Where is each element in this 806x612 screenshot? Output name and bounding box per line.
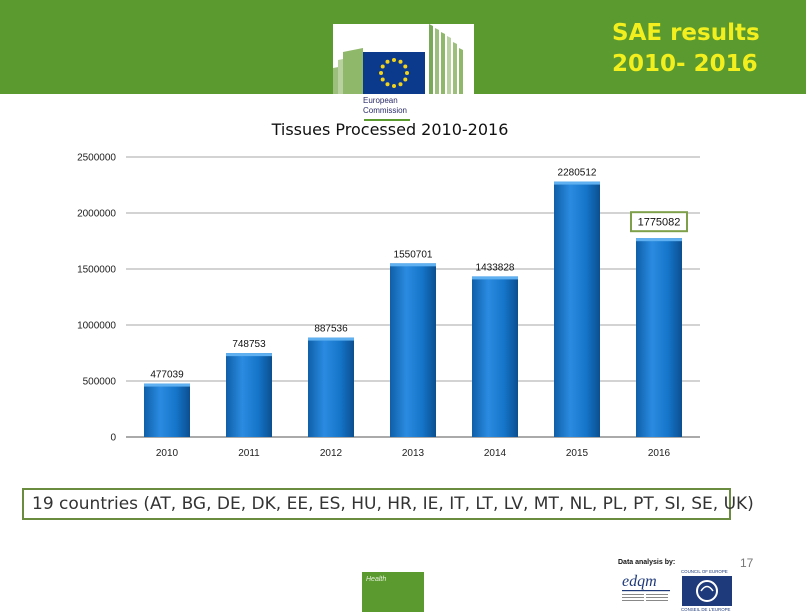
value-label: 1433828 (476, 262, 515, 273)
x-tick-label: 2015 (566, 448, 589, 459)
logo-text-line1: European (363, 96, 398, 105)
value-label: 1550701 (394, 249, 433, 260)
page-number: 17 (740, 556, 754, 570)
bar-2016 (636, 238, 682, 437)
value-labels: 477039 748753 887536 1550701 1433828 2280512 1… (150, 168, 688, 381)
value-label: 748753 (232, 339, 266, 350)
bar-top-highlight (226, 353, 272, 357)
y-tick-label: 0 (110, 433, 116, 444)
data-analysis-label: Data analysis by: (618, 559, 676, 566)
y-tick-labels: 0 500000 1000000 1500000 2000000 2500000 (77, 153, 116, 444)
coe-label: COUNCIL OF EUROPE (681, 569, 728, 574)
bar-top-highlight (472, 276, 518, 280)
y-tick-label: 1500000 (77, 265, 116, 276)
x-tick-label: 2011 (238, 448, 260, 459)
x-tick-label: 2012 (320, 448, 343, 459)
x-tick-label: 2010 (156, 448, 179, 459)
y-tick-label: 1000000 (77, 321, 116, 332)
value-label: 1775082 (638, 217, 681, 229)
coe-label-fr: CONSEIL DE L'EUROPE (681, 607, 731, 612)
bar-top-highlight (636, 238, 682, 242)
chart-title: Tissues Processed 2010-2016 (271, 120, 509, 139)
bar-2014 (472, 276, 518, 437)
bar-top-highlight (554, 181, 600, 185)
value-label: 887536 (314, 324, 348, 335)
slide-title-line2: 2010- 2016 (612, 51, 758, 77)
bar-2013 (390, 263, 436, 437)
bar-2012 (308, 337, 354, 437)
bar-2015 (554, 181, 600, 437)
bar-top-highlight (308, 337, 354, 341)
bar-chart: 0 500000 1000000 1500000 2000000 2500000 4770… (77, 153, 700, 459)
countries-box: 19 countries (AT, BG, DE, DK, EE, ES, HU… (22, 488, 754, 520)
x-tick-label: 2013 (402, 448, 425, 459)
bar-top-highlight (144, 383, 190, 387)
value-label: 477039 (150, 370, 184, 381)
x-tick-label: 2014 (484, 448, 507, 459)
health-tab: Health (362, 572, 424, 612)
logo-text-line2: Commission (363, 106, 408, 115)
edqm-logo-icon: edqm (622, 573, 670, 601)
european-commission-logo-icon (333, 24, 463, 94)
bars (144, 181, 682, 437)
y-tick-label: 2000000 (77, 209, 116, 220)
edqm-logo-text: edqm (622, 573, 657, 590)
y-tick-label: 500000 (83, 377, 117, 388)
highlight-box (630, 211, 688, 233)
y-tick-label: 2500000 (77, 153, 116, 164)
bar-2011 (226, 353, 272, 437)
slide-title-line1: SAE results (612, 20, 760, 46)
value-label: 2280512 (558, 168, 597, 179)
bar-2010 (144, 383, 190, 437)
slide-title: SAE results 2010- 2016 (612, 18, 802, 80)
x-tick-label: 2016 (648, 448, 671, 459)
bar-top-highlight (390, 263, 436, 267)
logo-underline (364, 119, 410, 121)
council-of-europe-logo-icon: COUNCIL OF EUROPE CONSEIL DE L'EUROPE (681, 569, 732, 612)
x-tick-labels: 2010 2011 2012 2013 2014 2015 2016 (156, 448, 671, 459)
logo-text: European Commission (363, 96, 407, 116)
